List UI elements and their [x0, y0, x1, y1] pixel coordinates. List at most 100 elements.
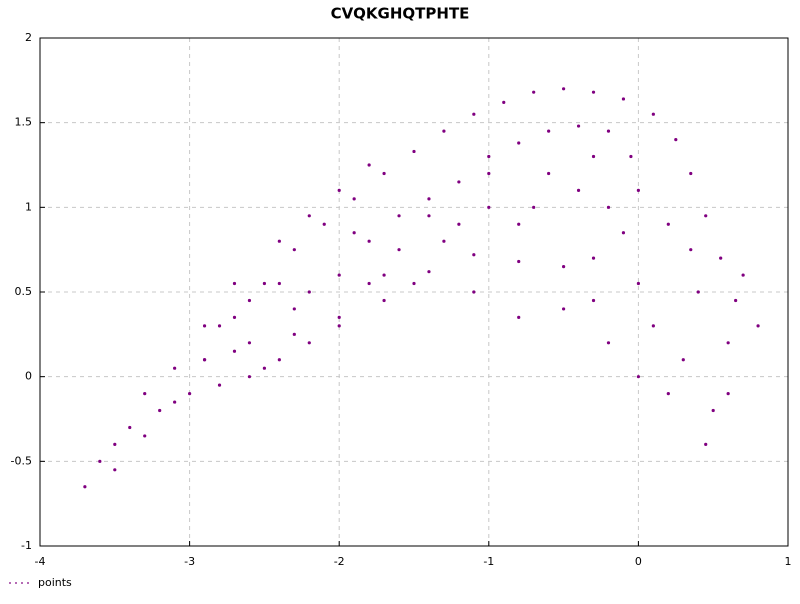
point	[382, 273, 386, 277]
point	[292, 307, 296, 311]
point	[666, 392, 670, 396]
point	[307, 290, 311, 294]
x-tick-label: -2	[334, 555, 345, 568]
point	[696, 290, 700, 294]
point	[113, 442, 117, 446]
point	[562, 87, 566, 91]
point	[202, 324, 207, 328]
point	[704, 442, 708, 446]
point	[277, 281, 281, 286]
point	[472, 290, 476, 294]
point	[576, 124, 581, 128]
point	[217, 324, 222, 328]
point	[651, 324, 655, 328]
y-tick-label: 0	[25, 370, 32, 383]
point	[397, 248, 401, 252]
x-tick-label: -4	[35, 555, 46, 568]
point	[337, 188, 341, 192]
point	[689, 171, 693, 176]
point	[606, 129, 611, 133]
point	[517, 222, 521, 226]
point	[158, 408, 162, 413]
point	[726, 341, 730, 345]
point	[217, 383, 222, 387]
point	[651, 112, 655, 116]
point	[621, 231, 626, 235]
point	[427, 214, 431, 218]
point	[576, 188, 581, 192]
point	[606, 205, 611, 209]
point	[367, 281, 371, 286]
chart-title: CVQKGHQTPHTE	[331, 5, 470, 23]
point	[143, 434, 147, 438]
y-tick-label: -1	[21, 539, 32, 552]
legend-label: points	[38, 576, 72, 589]
point	[352, 231, 356, 235]
point	[367, 163, 371, 167]
point	[397, 214, 401, 218]
point	[487, 171, 491, 176]
point	[277, 358, 281, 362]
point	[502, 100, 506, 104]
point	[666, 222, 670, 226]
point	[232, 315, 237, 319]
point	[532, 90, 536, 94]
point	[532, 205, 536, 209]
legend-marker	[15, 582, 17, 584]
point	[606, 341, 611, 345]
point	[442, 129, 446, 133]
point	[143, 392, 147, 396]
point	[113, 468, 117, 472]
point	[412, 281, 416, 286]
x-tick-label: 1	[785, 555, 792, 568]
point	[262, 281, 266, 286]
point	[621, 97, 626, 101]
y-tick-label: 0.5	[15, 285, 33, 298]
point	[427, 270, 431, 274]
legend-marker	[9, 582, 11, 584]
point	[277, 239, 281, 243]
point	[83, 485, 87, 489]
point	[636, 281, 641, 286]
point	[711, 408, 715, 413]
point	[636, 188, 641, 192]
point	[292, 248, 296, 252]
point	[307, 341, 311, 345]
point	[322, 222, 326, 226]
point	[188, 392, 192, 396]
point	[689, 248, 693, 252]
point	[517, 141, 521, 145]
legend-marker	[21, 582, 23, 584]
point	[562, 265, 566, 269]
point	[247, 375, 252, 379]
point	[128, 425, 132, 430]
point	[629, 154, 633, 159]
point	[337, 324, 341, 328]
point	[726, 392, 730, 396]
point	[352, 197, 356, 201]
point	[756, 324, 760, 328]
point	[98, 459, 102, 463]
point	[262, 366, 266, 370]
point	[292, 332, 296, 336]
point	[337, 315, 341, 319]
point	[307, 214, 311, 218]
point	[472, 112, 476, 116]
point	[247, 341, 252, 345]
point	[173, 366, 177, 370]
point	[457, 222, 461, 226]
point	[681, 358, 685, 362]
point	[202, 358, 207, 362]
point	[719, 256, 723, 260]
y-tick-label: 2	[25, 31, 32, 44]
point	[487, 154, 491, 159]
point	[247, 298, 252, 303]
point	[382, 171, 386, 176]
point	[591, 256, 596, 260]
point	[741, 273, 745, 277]
point	[337, 273, 341, 277]
x-tick-label: -3	[184, 555, 195, 568]
point	[487, 205, 491, 209]
